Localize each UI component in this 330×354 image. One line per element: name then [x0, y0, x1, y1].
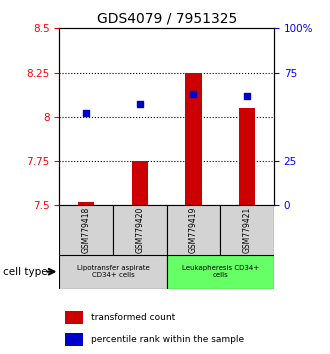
Bar	[113, 205, 167, 255]
Point	[83, 110, 89, 116]
Bar	[65, 311, 83, 324]
Bar	[78, 202, 94, 205]
Text: GSM779418: GSM779418	[82, 207, 91, 253]
Text: cell type: cell type	[3, 267, 48, 277]
Text: percentile rank within the sample: percentile rank within the sample	[91, 335, 244, 344]
Bar	[59, 255, 167, 289]
Bar	[185, 73, 202, 205]
Text: transformed count: transformed count	[91, 313, 175, 322]
Text: GSM779419: GSM779419	[189, 207, 198, 253]
Bar	[239, 108, 255, 205]
Point	[245, 93, 250, 98]
Point	[137, 102, 143, 107]
Point	[191, 91, 196, 97]
Text: Leukapheresis CD34+
cells: Leukapheresis CD34+ cells	[182, 265, 259, 278]
Bar	[132, 161, 148, 205]
Text: GSM779420: GSM779420	[135, 207, 144, 253]
Text: Lipotransfer aspirate
CD34+ cells: Lipotransfer aspirate CD34+ cells	[77, 265, 149, 278]
Bar	[59, 205, 113, 255]
Title: GDS4079 / 7951325: GDS4079 / 7951325	[97, 12, 237, 26]
Text: GSM779421: GSM779421	[243, 207, 251, 253]
Bar	[167, 255, 274, 289]
Bar	[220, 205, 274, 255]
Bar	[65, 333, 83, 346]
Bar	[167, 205, 220, 255]
